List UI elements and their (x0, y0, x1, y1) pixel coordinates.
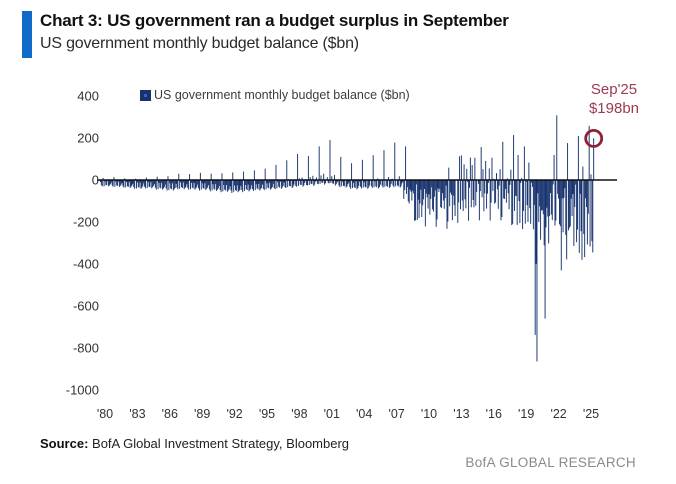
x-tick-label: '10 (420, 407, 438, 421)
x-tick-label: '16 (485, 407, 502, 421)
chart-subtitle: US government monthly budget balance ($b… (40, 35, 359, 52)
y-tick-label: 400 (77, 88, 99, 104)
title-accent-bar (22, 11, 32, 58)
x-tick-label: '25 (582, 407, 600, 421)
x-tick-label: '92 (226, 407, 243, 421)
annotation-line1: Sep'25 (590, 81, 638, 98)
y-tick-label: 0 (91, 172, 99, 188)
x-tick-label: '86 (161, 407, 178, 421)
x-tick-label: '98 (291, 407, 308, 421)
y-tick-label: -600 (72, 298, 99, 314)
x-tick-label: '04 (356, 407, 373, 421)
brand-text: BofA GLOBAL RESEARCH (465, 455, 636, 470)
highlight-annotation: Sep'25 $198bn (575, 80, 653, 118)
x-tick-label: '89 (194, 407, 211, 421)
y-tick-label: -400 (72, 256, 99, 272)
x-tick-label: '01 (323, 407, 340, 421)
chart-title: Chart 3: US government ran a budget surp… (40, 11, 509, 30)
source-label: Source: (40, 436, 89, 451)
legend-swatch-icon (140, 89, 151, 101)
x-tick-label: '07 (388, 407, 405, 421)
chart-legend: US government monthly budget balance ($b… (140, 88, 410, 102)
x-tick-label: '95 (258, 407, 276, 421)
y-tick-label: -200 (72, 214, 99, 230)
x-tick-label: '80 (96, 407, 114, 421)
source-line: Source: BofA Global Investment Strategy,… (40, 436, 349, 451)
annotation-line2: $198bn (588, 100, 640, 117)
y-tick-label: -800 (72, 340, 99, 356)
y-tick-label: -1000 (65, 382, 99, 398)
x-tick-label: '19 (518, 407, 535, 421)
legend-label: US government monthly budget balance ($b… (154, 88, 410, 102)
x-tick-label: '13 (453, 407, 470, 421)
y-tick-label: 200 (77, 130, 99, 146)
source-text: BofA Global Investment Strategy, Bloombe… (88, 436, 350, 451)
x-tick-label: '83 (129, 407, 146, 421)
x-tick-label: '22 (550, 407, 567, 421)
